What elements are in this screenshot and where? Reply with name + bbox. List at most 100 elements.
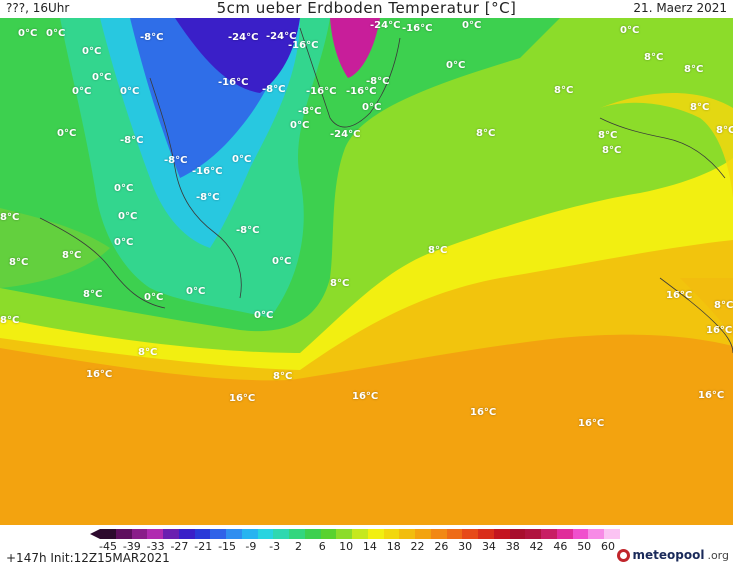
temp-label: -8°C — [236, 225, 260, 236]
temp-label: -8°C — [298, 106, 322, 117]
temp-label: 0°C — [118, 211, 138, 222]
colorbar-segment — [462, 529, 478, 539]
header: ???, 16Uhr 5cm ueber Erdboden Temperatur… — [0, 0, 733, 18]
field-land-west — [0, 208, 110, 288]
colorbar-segment — [131, 529, 148, 539]
coastlines — [39, 27, 733, 354]
colorbar-tick-label: 6 — [318, 540, 326, 553]
temp-label: 0°C — [57, 128, 77, 139]
colorbar-segment — [383, 529, 400, 539]
temp-label: 16°C — [698, 390, 725, 401]
temp-label: 0°C — [254, 310, 274, 321]
temp-label: 8°C — [714, 300, 733, 311]
colorbar-segment — [194, 529, 211, 539]
colorbar-segment — [210, 529, 226, 539]
temp-label: 16°C — [229, 393, 256, 404]
temp-label: -16°C — [218, 77, 249, 88]
temp-label: 8°C — [690, 102, 710, 113]
temp-label: 0°C — [272, 256, 292, 267]
temp-label: -8°C — [120, 135, 144, 146]
colorbar-segment — [320, 529, 337, 539]
colorbar-tick-label: 50 — [577, 540, 592, 553]
colorbar-tick-label: 60 — [601, 540, 615, 553]
colorbar-ticks: -45 -39 -33 -27 -21 -15 -9 -3 2 6 10 14 18 22 26 30 34 38… — [99, 540, 628, 553]
temp-label: 0°C — [114, 183, 134, 194]
colorbar-segment — [430, 529, 447, 539]
field-land-east — [600, 93, 733, 198]
colorbar-tick-label: -45 — [99, 540, 117, 553]
temp-label: 8°C — [602, 145, 622, 156]
temp-label: -8°C — [196, 192, 220, 203]
temp-label: -24°C — [266, 31, 297, 42]
colorbar-tick-label: 22 — [410, 540, 425, 553]
colorbar-segment — [289, 529, 305, 539]
colorbar-segment — [493, 529, 510, 539]
field-indigo — [175, 18, 300, 93]
temp-label: 0°C — [72, 86, 92, 97]
colorbar-tick-label: 14 — [362, 540, 377, 553]
temp-label: 0°C — [92, 72, 112, 83]
colorbar-segment — [541, 529, 557, 539]
temp-label: 8°C — [62, 250, 82, 261]
temp-label: -24°C — [330, 129, 361, 140]
temp-label: -16°C — [288, 40, 319, 51]
colorbar-segment — [604, 529, 620, 539]
temp-label: -8°C — [164, 155, 188, 166]
temp-label: 0°C — [82, 46, 102, 57]
field-greenland-core — [330, 18, 380, 78]
temp-label: 8°C — [554, 85, 574, 96]
color-legend — [90, 529, 620, 541]
temp-label: 0°C — [232, 154, 252, 165]
island-coast — [149, 77, 242, 299]
temp-label: 8°C — [476, 128, 496, 139]
temp-label: 0°C — [186, 286, 206, 297]
temp-label: 16°C — [666, 290, 693, 301]
colorbar-tick-label: 10 — [339, 540, 354, 553]
temp-label: 8°C — [598, 130, 618, 141]
init-time: +147h Init:12Z15MAR2021 — [6, 551, 170, 565]
colorbar-tick-label: 46 — [553, 540, 568, 553]
temp-label: -16°C — [346, 86, 377, 97]
temp-label: 8°C — [644, 52, 664, 63]
colorbar-segment — [273, 529, 289, 539]
colorbar-tick-label: 30 — [458, 540, 473, 553]
colorbar — [100, 529, 620, 539]
temp-label: 8°C — [330, 278, 350, 289]
temp-label: -16°C — [192, 166, 223, 177]
temp-label: 8°C — [716, 125, 733, 136]
temp-label: 0°C — [18, 28, 38, 39]
temp-label: -16°C — [306, 86, 337, 97]
temp-label: 0°C — [446, 60, 466, 71]
colorbar-tick-label: 42 — [529, 540, 544, 553]
colorbar-tick-label: -33 — [146, 540, 165, 553]
valid-date: 21. Maerz 2021 — [633, 1, 727, 15]
colorbar-tick-label: 34 — [481, 540, 496, 553]
temp-label: 0°C — [290, 120, 310, 131]
temp-label: -8°C — [140, 32, 164, 43]
temp-label: 8°C — [138, 347, 158, 358]
colorbar-tick-label: -15 — [218, 540, 237, 553]
temp-label: 0°C — [144, 292, 164, 303]
colorbar-segment — [367, 529, 384, 539]
colorbar-tick-label: -9 — [245, 540, 257, 553]
colorbar-segment — [478, 529, 494, 539]
colorbar-segment — [556, 529, 573, 539]
temp-label: 8°C — [428, 245, 448, 256]
colorbar-tick-label: 18 — [386, 540, 401, 553]
colorbar-segment — [446, 529, 463, 539]
colorbar-tick-label: -27 — [170, 540, 189, 553]
colorbar-tick-label: 2 — [294, 540, 302, 553]
colorbar-segment — [336, 529, 352, 539]
temp-label: 16°C — [706, 325, 733, 336]
temp-label: 8°C — [83, 289, 103, 300]
map-canvas — [0, 18, 733, 525]
temp-label: 16°C — [470, 407, 497, 418]
colorbar-segment — [226, 529, 242, 539]
east-coast — [599, 117, 726, 179]
brand-name: meteopool — [632, 548, 705, 562]
colorbar-segment — [352, 529, 368, 539]
temp-label: 16°C — [86, 369, 113, 380]
colorbar-tick-label: -21 — [194, 540, 213, 553]
temp-label: -24°C — [370, 20, 401, 31]
colorbar-segment — [100, 529, 116, 539]
